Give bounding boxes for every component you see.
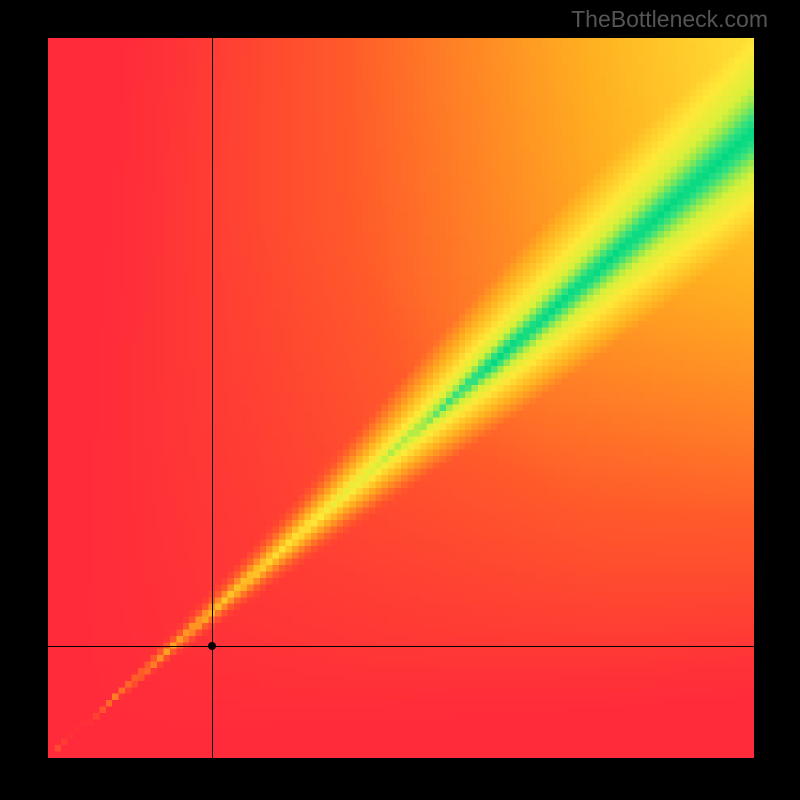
crosshair-horizontal [48, 646, 754, 647]
watermark-text: TheBottleneck.com [571, 6, 768, 33]
heatmap-plot [48, 38, 754, 758]
heatmap-canvas [48, 38, 754, 758]
marker-dot [208, 642, 216, 650]
